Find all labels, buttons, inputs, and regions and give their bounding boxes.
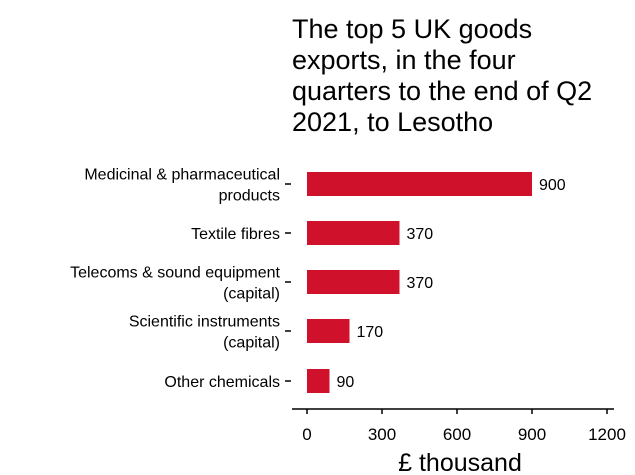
category-label: Medicinal & pharmaceutical — [84, 167, 280, 184]
category-label: products — [219, 188, 280, 205]
category-label: Other chemicals — [164, 374, 280, 391]
category-label: Textile fibres — [191, 226, 280, 243]
bar — [307, 270, 400, 294]
chart-title-line: exports, in the four — [292, 45, 516, 75]
bar-value-label: 370 — [407, 275, 434, 292]
category-label: (capital) — [223, 286, 280, 303]
bar-value-label: 370 — [407, 226, 434, 243]
bar-value-label: 90 — [337, 374, 355, 391]
bar-value-label: 170 — [357, 324, 384, 341]
x-axis-title: £ thousand — [398, 449, 522, 475]
bar — [307, 369, 330, 393]
category-label: Scientific instruments — [129, 314, 280, 331]
chart-title-line: 2021, to Lesotho — [292, 107, 494, 137]
x-tick-label: 0 — [302, 425, 311, 444]
chart-title: The top 5 UK goods exports, in the four … — [292, 14, 627, 138]
bar — [307, 172, 532, 196]
bar — [307, 221, 400, 245]
chart-title-line: The top 5 UK goods — [292, 14, 533, 44]
x-tick-label: 900 — [518, 425, 546, 444]
x-tick-label: 1200 — [588, 425, 626, 444]
category-label: (capital) — [223, 335, 280, 352]
chart-title-line: quarters to the end of Q2 — [292, 76, 593, 106]
category-label: Telecoms & sound equipment — [70, 265, 280, 282]
bar — [307, 319, 350, 343]
x-tick-label: 300 — [368, 425, 396, 444]
bar-value-label: 900 — [539, 177, 566, 194]
x-tick-label: 600 — [443, 425, 471, 444]
